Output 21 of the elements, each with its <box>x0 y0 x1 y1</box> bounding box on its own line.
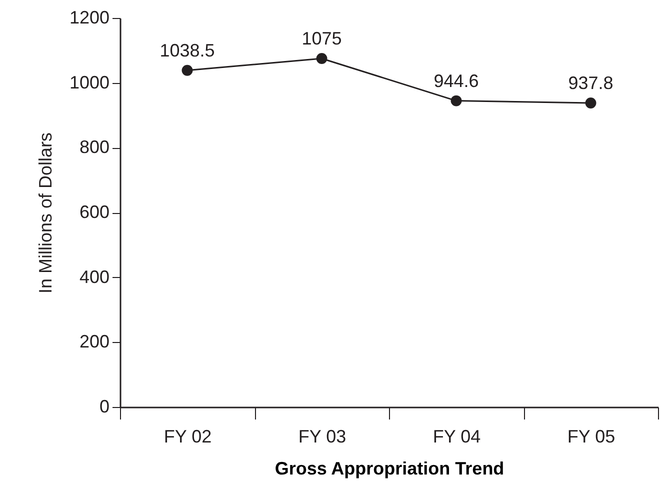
y-tick-label: 600 <box>79 202 110 222</box>
data-label: 937.8 <box>568 72 614 93</box>
y-tick-label: 400 <box>79 266 110 287</box>
data-label: 1038.5 <box>160 40 215 60</box>
x-tick-label: FY 03 <box>298 426 346 446</box>
y-tick-label: 200 <box>79 332 110 352</box>
y-tick-label: 800 <box>79 137 110 158</box>
y-tick-label: 1200 <box>69 8 110 28</box>
x-tick-label: FY 02 <box>164 426 212 446</box>
point <box>585 98 596 108</box>
point <box>182 64 193 76</box>
point <box>450 95 462 106</box>
x-tick-label: FY 05 <box>567 426 616 446</box>
y-tick-label: 0 <box>99 396 110 416</box>
x-tick-label: FY 04 <box>432 426 481 446</box>
point <box>316 53 328 64</box>
y-axis-title: In Millions of Dollars <box>35 132 56 294</box>
x-axis-title: Gross Appropriation Trend <box>274 458 504 478</box>
y-tick-label: 1000 <box>69 72 110 92</box>
data-label: 944.6 <box>434 70 479 91</box>
data-label: 1075 <box>302 28 342 49</box>
